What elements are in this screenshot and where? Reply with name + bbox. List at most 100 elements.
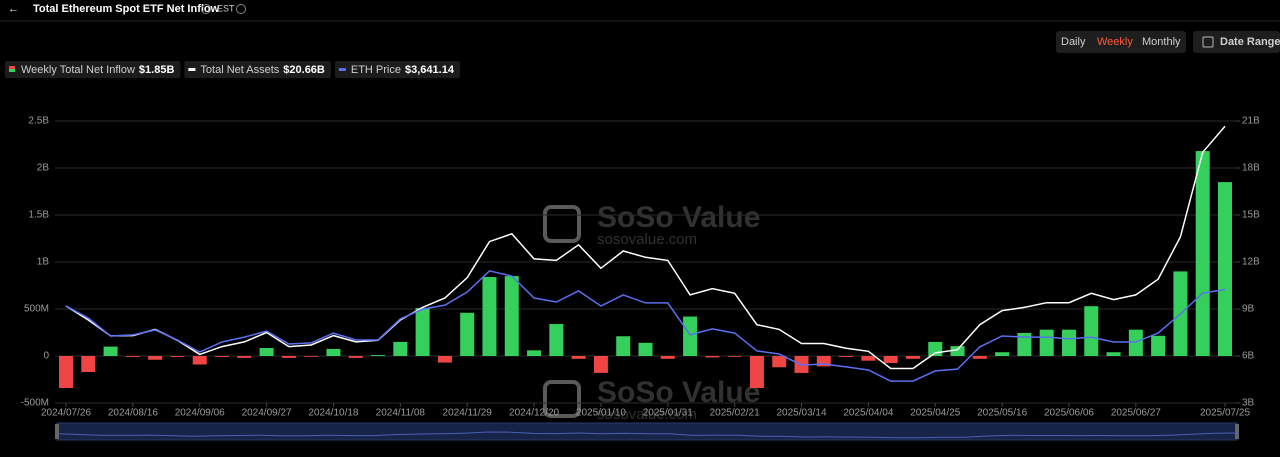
- x-tick-label: 2024/12/20: [509, 408, 559, 419]
- legend-value: $3,641.14: [405, 64, 455, 76]
- bar: [527, 350, 542, 356]
- y-tick-label: 0: [43, 351, 49, 362]
- x-tick-label: 2025/02/21: [710, 408, 760, 419]
- x-tick-label: 2024/10/18: [308, 408, 358, 419]
- watermark-url: sosovalue.com: [597, 231, 697, 248]
- bar: [616, 336, 631, 356]
- navigator-handle[interactable]: [1235, 424, 1239, 439]
- watermark-text: SoSo Value: [597, 376, 760, 409]
- bar: [905, 356, 920, 359]
- legend-item: Total Net Assets $20.66B: [184, 61, 331, 78]
- y-tick-label: 1.5B: [28, 210, 49, 221]
- bar: [727, 356, 742, 357]
- bar: [972, 356, 987, 359]
- bar: [839, 356, 854, 357]
- bar: [638, 342, 653, 356]
- bar: [1061, 329, 1076, 356]
- x-tick-label: 2025/06/06: [1044, 408, 1094, 419]
- y-tick-label: 2.5B: [28, 116, 49, 127]
- bar: [215, 356, 230, 357]
- x-tick-label: 2025/06/27: [1111, 408, 1161, 419]
- date-range-label[interactable]: Date Range: [1220, 36, 1280, 48]
- x-tick-label: 2025/05/16: [977, 408, 1027, 419]
- navigator[interactable]: [56, 422, 1238, 441]
- watermark: SoSo Value sosovalue.com SoSo Value soso…: [543, 201, 760, 423]
- info-icon[interactable]: [236, 4, 246, 14]
- bar: [950, 346, 965, 356]
- bar: [995, 352, 1010, 356]
- x-tick-label: 2024/08/16: [108, 408, 158, 419]
- period-button[interactable]: Monthly: [1142, 36, 1181, 48]
- bar: [1039, 329, 1054, 356]
- calendar-icon: [1202, 36, 1214, 48]
- legend-label: Weekly Total Net Inflow: [21, 64, 135, 76]
- bar: [460, 312, 475, 356]
- legend-item: Weekly Total Net Inflow $1.85B: [5, 61, 181, 78]
- bar: [504, 276, 519, 356]
- legend-value: $1.85B: [139, 64, 175, 76]
- bar: [125, 356, 140, 357]
- navigator-handle[interactable]: [55, 424, 59, 439]
- bar: [192, 356, 207, 365]
- line: [65, 270, 1226, 382]
- x-tick-label: 2025/07/25: [1200, 408, 1250, 419]
- bar: [571, 356, 586, 359]
- legend-label: ETH Price: [351, 64, 401, 76]
- bar: [482, 277, 497, 356]
- x-tick-label: 2024/11/29: [443, 408, 493, 419]
- bar: [861, 356, 876, 361]
- date-range-button[interactable]: [1193, 31, 1280, 53]
- bar: [1017, 332, 1032, 356]
- legend-swatch: [9, 69, 15, 72]
- bar: [326, 348, 341, 356]
- x-tick-label: 2025/01/31: [643, 408, 693, 419]
- bar: [170, 356, 185, 357]
- y2-tick-label: 12B: [1242, 257, 1260, 268]
- navigator-line: [56, 431, 1238, 439]
- watermark-logo: [543, 380, 581, 418]
- bar: [415, 308, 430, 356]
- bar: [749, 356, 764, 388]
- line: [65, 125, 1226, 370]
- x-tick-label: 2024/11/08: [376, 408, 426, 419]
- period-button[interactable]: Weekly: [1097, 36, 1133, 48]
- bar: [304, 356, 319, 357]
- legend-label: Total Net Assets: [200, 64, 279, 76]
- x-tick-label: 2025/03/14: [776, 408, 826, 419]
- bar: [59, 356, 73, 388]
- period-button[interactable]: Daily: [1061, 36, 1086, 48]
- timezone: EST: [217, 3, 235, 13]
- y-tick-label: 2B: [37, 163, 50, 174]
- period-switch: [1056, 31, 1186, 53]
- bar: [393, 341, 408, 356]
- bar: [81, 356, 96, 372]
- y2-tick-label: 9B: [1242, 304, 1255, 315]
- back-arrow[interactable]: ←: [8, 3, 19, 15]
- y-tick-label: 500M: [24, 304, 49, 315]
- bar: [928, 341, 943, 356]
- legend-background: [5, 61, 181, 78]
- y2-tick-label: 6B: [1242, 351, 1255, 362]
- x-tick-label: 2024/09/06: [175, 408, 225, 419]
- bar: [103, 346, 118, 356]
- watermark-url: sosovalue.com: [597, 406, 697, 423]
- bar: [683, 316, 698, 356]
- bar: [1128, 329, 1143, 356]
- bar: [883, 356, 898, 364]
- x-tick-label: 2024/07/26: [41, 408, 91, 419]
- legend: Weekly Total Net Inflow $1.85B Total Net A…: [5, 61, 460, 78]
- legend-value: $20.66B: [283, 64, 325, 76]
- bar: [281, 356, 296, 358]
- bar: [1084, 306, 1099, 356]
- bar: [705, 356, 720, 358]
- y2-tick-label: 15B: [1242, 210, 1260, 221]
- bar: [148, 356, 163, 360]
- legend-background: [334, 61, 460, 78]
- bar: [259, 348, 274, 356]
- bar: [549, 324, 564, 356]
- watermark-logo: [543, 205, 581, 243]
- chart-title: Total Ethereum Spot ETF Net Inflow: [33, 3, 220, 15]
- info-icon[interactable]: [201, 4, 211, 14]
